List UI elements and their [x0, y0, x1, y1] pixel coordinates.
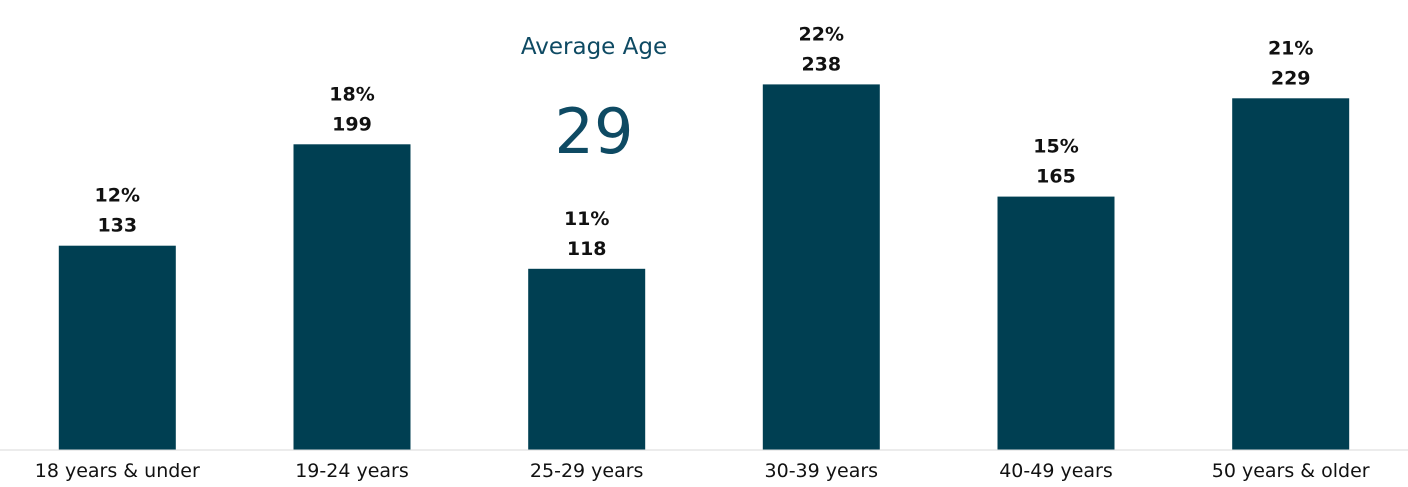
bar-4	[997, 196, 1115, 450]
bar-percent-label-2: 11%	[564, 208, 609, 230]
x-tick-label-4: 40-49 years	[999, 460, 1113, 482]
value-labels-group: 12% 133 18% 199 11% 118 22% 238 15% 165 21% 229	[95, 23, 1314, 259]
x-tick-label-1: 19-24 years	[295, 460, 409, 482]
x-axis-tick-labels: 18 years & under 19-24 years 25-29 years 30…	[35, 460, 1370, 482]
bar-0	[58, 245, 176, 450]
bar-3	[762, 84, 880, 451]
x-tick-label-2: 25-29 years	[530, 460, 644, 482]
bar-count-label-3: 238	[801, 53, 841, 75]
kpi-title: Average Age	[521, 34, 667, 60]
x-tick-label-3: 30-39 years	[765, 460, 879, 482]
bar-count-label-4: 165	[1036, 166, 1076, 188]
bar-percent-label-4: 15%	[1033, 136, 1078, 158]
bar-count-label-2: 118	[567, 238, 607, 260]
bar-count-label-5: 229	[1271, 67, 1311, 89]
bar-count-label-1: 199	[332, 113, 372, 135]
bars-group	[58, 84, 1350, 451]
bar-percent-label-0: 12%	[95, 185, 140, 207]
bar-2	[528, 268, 646, 450]
bar-percent-label-5: 21%	[1268, 37, 1313, 59]
bar-count-label-0: 133	[97, 215, 137, 237]
x-tick-label-0: 18 years & under	[35, 460, 200, 482]
x-tick-label-5: 50 years & older	[1212, 460, 1370, 482]
bar-percent-label-3: 22%	[799, 23, 844, 45]
kpi-value: 29	[555, 95, 634, 168]
bar-percent-label-1: 18%	[329, 83, 374, 105]
bar-1	[293, 144, 411, 451]
bar-5	[1232, 98, 1350, 451]
